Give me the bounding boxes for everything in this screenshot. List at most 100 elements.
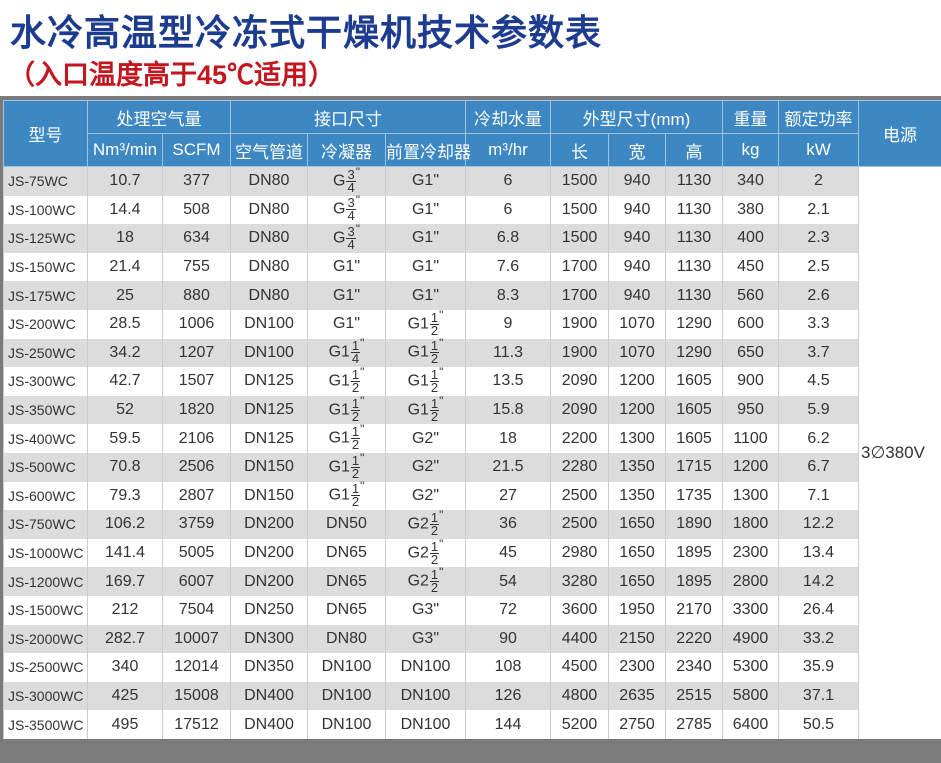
cell-condenser-whole: G: [333, 201, 346, 219]
cell-condenser-text: G1": [332, 258, 361, 276]
cell-air-pipe: DN400: [230, 710, 308, 739]
fraction-numerator: 1: [429, 338, 440, 354]
cell-length: 2980: [550, 538, 609, 568]
cell-scfm: 2106: [162, 424, 231, 453]
cell-precooler: G3": [385, 595, 466, 625]
cell-precooler: DN100: [385, 681, 466, 711]
cell-condenser-text: DN65: [326, 544, 367, 562]
cell-nm3: 169.7: [87, 567, 163, 596]
cell-precooler: G2 1 2 ": [385, 508, 466, 539]
cell-length: 2090: [550, 367, 609, 396]
cell-length: 1500: [550, 224, 609, 253]
cell-scfm: 2807: [162, 481, 231, 511]
fraction-numerator: 1: [429, 366, 440, 382]
cell-air-pipe: DN80: [230, 195, 308, 225]
cell-water: 126: [465, 681, 551, 711]
cell-condenser-whole: G: [333, 172, 346, 190]
cell-precooler-whole: G1: [407, 315, 429, 333]
table-row: JS-250WC 34.2 1207 DN100 G1 1 4 " G1 1 2 " 11.3 1900 1…: [3, 336, 941, 368]
cell-rated-power: 2.5: [778, 252, 859, 282]
cell-condenser-whole: G: [333, 229, 346, 247]
inch-mark: ": [355, 221, 360, 236]
cell-length: 1700: [550, 281, 609, 310]
cell-condenser-text: DN100: [321, 715, 372, 733]
cell-width: 1070: [608, 338, 666, 368]
cell-width: 2150: [608, 624, 666, 654]
fraction-numerator: 3: [346, 166, 356, 182]
page-title: 水冷高温型冷冻式干燥机技术参数表: [10, 12, 603, 53]
cell-weight: 4900: [722, 624, 779, 654]
cell-condenser: DN65: [307, 538, 386, 568]
cell-height: 1130: [665, 195, 723, 225]
cell-precooler-text: DN100: [400, 686, 451, 704]
cell-model: JS-2500WC: [3, 653, 88, 682]
cell-precooler: G2 1 2 ": [385, 565, 466, 596]
header-kw: kW: [778, 133, 859, 167]
cell-air-pipe: DN80: [230, 166, 308, 196]
cell-power-supply: 3∅380V: [858, 166, 941, 739]
cell-scfm: 377: [162, 166, 231, 196]
cell-precooler: DN100: [385, 710, 466, 739]
cell-water: 6: [465, 166, 551, 196]
header-scfm: SCFM: [162, 133, 231, 167]
cell-width: 1200: [608, 367, 666, 396]
cell-water: 108: [465, 653, 551, 682]
inch-mark: ": [439, 565, 444, 580]
cell-precooler-text: G1": [411, 172, 440, 190]
fraction-denominator: 2: [351, 437, 360, 453]
header-kg: kg: [722, 133, 779, 167]
cell-model: JS-1000WC: [3, 538, 88, 568]
cell-condenser: DN50: [307, 510, 386, 539]
cell-height: 1715: [665, 452, 723, 482]
cell-model: JS-150WC: [3, 252, 88, 282]
cell-nm3: 34.2: [87, 338, 163, 368]
cell-weight: 3300: [722, 595, 779, 625]
header-condenser: 冷凝器: [307, 133, 386, 167]
cell-width: 940: [608, 224, 666, 253]
fraction-denominator: 2: [430, 379, 439, 395]
cell-precooler: G1 1 2 ": [385, 365, 466, 396]
cell-condenser-text: DN65: [326, 572, 367, 590]
cell-scfm: 508: [162, 195, 231, 225]
cell-precooler-text: G1": [411, 200, 440, 218]
cell-condenser-whole: G1: [328, 487, 350, 505]
cell-nm3: 212: [87, 595, 163, 625]
cell-precooler-text: G2": [411, 429, 440, 447]
cell-length: 5200: [550, 710, 609, 739]
cell-weight: 5800: [722, 681, 779, 711]
cell-width: 1950: [608, 595, 666, 625]
cell-condenser: G 3 4 ": [307, 165, 386, 196]
cell-water: 9: [465, 309, 551, 339]
cell-length: 3600: [550, 595, 609, 625]
cell-nm3: 14.4: [87, 195, 163, 225]
fraction-numerator: 3: [346, 195, 356, 211]
cell-rated-power: 4.5: [778, 367, 859, 396]
header-length: 长: [550, 133, 609, 167]
table-row: JS-1200WC 169.7 6007 DN200 DN65 G2 1 2 " 54 3280 16…: [3, 565, 941, 596]
cell-precooler-text: DN100: [400, 715, 451, 733]
cell-model: JS-1500WC: [3, 595, 88, 625]
cell-width: 1650: [608, 567, 666, 596]
cell-scfm: 755: [162, 252, 231, 282]
cell-length: 1900: [550, 338, 609, 368]
header-height: 高: [665, 133, 723, 167]
cell-air-pipe: DN250: [230, 595, 308, 625]
cell-length: 4800: [550, 681, 609, 711]
cell-precooler-text: G3": [411, 629, 440, 647]
cell-model: JS-250WC: [3, 338, 88, 368]
cell-condenser-whole: G1: [328, 401, 350, 419]
cell-weight: 1800: [722, 510, 779, 539]
cell-air-pipe: DN125: [230, 367, 308, 396]
cell-weight: 2800: [722, 567, 779, 596]
cell-condenser: DN65: [307, 567, 386, 596]
cell-length: 2090: [550, 395, 609, 425]
cell-condenser: DN65: [307, 595, 386, 625]
cell-model: JS-100WC: [3, 195, 88, 225]
inch-mark: ": [360, 450, 365, 465]
cell-model: JS-3000WC: [3, 681, 88, 711]
cell-scfm: 5005: [162, 538, 231, 568]
